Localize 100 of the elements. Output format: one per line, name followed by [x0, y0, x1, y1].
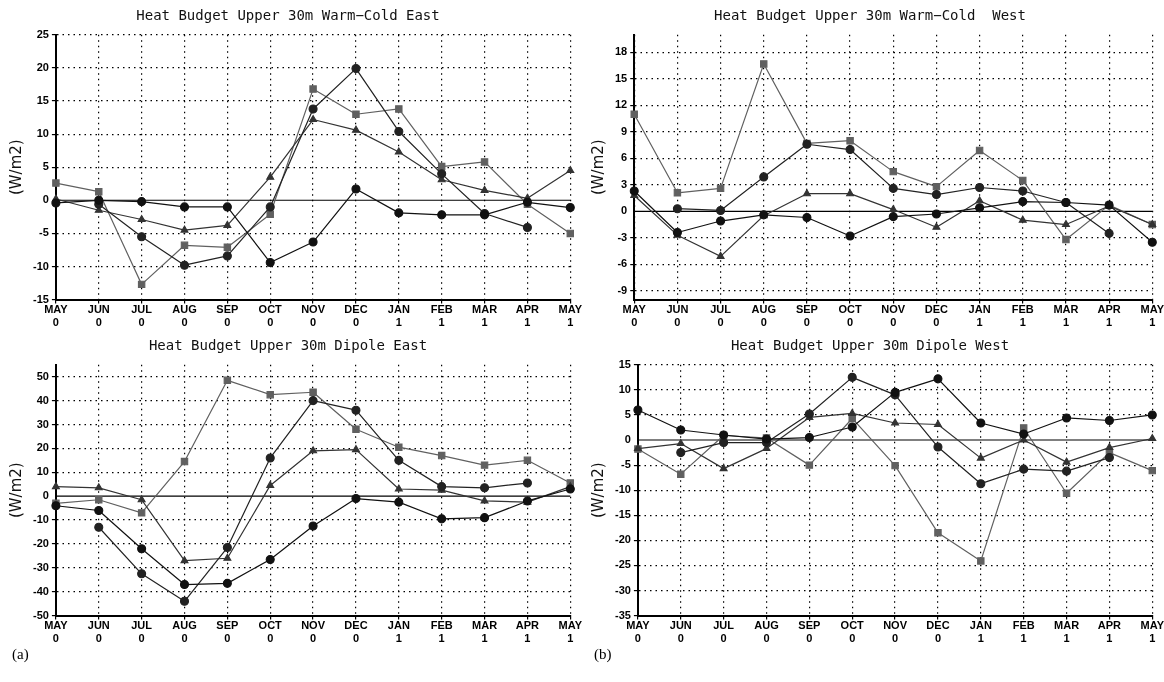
y-tick-label: 9 [621, 124, 628, 137]
x-tick-label: FEB 1 [1012, 619, 1035, 645]
x-tick-label: MAY 0 [44, 619, 69, 645]
y-axis-title: (W/m2) [588, 139, 607, 196]
x-tick-label: MAY 1 [1140, 619, 1164, 645]
x-tick-label: APR 1 [1097, 303, 1121, 329]
y-tick-label: -35 [614, 608, 631, 621]
x-tick-label: SEP 0 [216, 303, 239, 329]
x-tick-label: MAR 1 [472, 303, 498, 329]
y-tick-label: 0 [42, 193, 49, 206]
x-tick-label: APR 1 [1097, 619, 1122, 645]
x-tick-label: MAR 1 [472, 619, 498, 645]
y-tick-label: 15 [618, 357, 631, 370]
y-tick-label: -25 [614, 558, 631, 571]
x-tick-label: JUL 0 [713, 619, 735, 645]
y-tick-label: 10 [618, 382, 631, 395]
x-tick-label: NOV 0 [301, 619, 326, 645]
y-tick-label: 20 [36, 60, 49, 73]
y-tick-label: -50 [32, 608, 49, 621]
y-tick-label: 5 [624, 407, 631, 420]
y-tick-label: 50 [36, 369, 49, 382]
y-axis-title: (W/m2) [588, 462, 607, 519]
x-tick-label: AUG 0 [172, 619, 197, 645]
y-tick-label: 10 [36, 127, 49, 140]
y-tick-label: 30 [36, 417, 49, 430]
y-tick-label: 18 [614, 45, 628, 58]
y-tick-label: 15 [614, 71, 628, 84]
y-tick-label: 0 [624, 433, 631, 446]
y-tick-label: -6 [617, 257, 628, 270]
y-tick-label: 15 [36, 94, 49, 107]
x-tick-label: JUN 0 [87, 303, 110, 329]
y-tick-label: -30 [614, 583, 631, 596]
x-tick-label: DEC 0 [924, 303, 949, 329]
x-tick-label: DEC 0 [344, 619, 368, 645]
x-tick-label: OCT 0 [838, 303, 862, 329]
chart-title: Heat Budget Upper 30m Warm−Cold West [714, 7, 1026, 24]
x-tick-label: DEC 0 [344, 303, 368, 329]
x-tick-label: JAN 1 [968, 303, 991, 329]
x-tick-label: MAY 0 [622, 303, 647, 329]
y-axis-title: (W/m2) [6, 462, 25, 519]
x-tick-label: MAY 0 [44, 303, 69, 329]
x-tick-label: AUG 0 [172, 303, 197, 329]
x-tick-label: MAY 1 [558, 303, 583, 329]
x-tick-label: MAR 1 [1053, 303, 1079, 329]
y-tick-label: 3 [621, 177, 628, 190]
x-tick-label: OCT 0 [258, 303, 283, 329]
y-tick-label: -30 [32, 560, 49, 573]
x-tick-label: MAY 1 [1140, 303, 1164, 329]
x-tick-label: MAR 1 [1054, 619, 1080, 645]
chart-title: Heat Budget Upper 30m Warm−Cold East [136, 7, 440, 24]
chart-title: Heat Budget Upper 30m Dipole East [148, 337, 428, 354]
x-tick-label: JAN 1 [387, 303, 410, 329]
y-tick-label: 5 [42, 160, 49, 173]
y-tick-label: -10 [32, 513, 49, 526]
y-tick-label: -3 [617, 230, 628, 243]
y-tick-label: -20 [614, 533, 631, 546]
text: (b) [594, 646, 613, 664]
x-tick-label: FEB 1 [430, 619, 453, 645]
x-tick-label: FEB 1 [1011, 303, 1034, 329]
x-tick-label: SEP 0 [795, 303, 818, 329]
x-tick-label: AUG 0 [754, 619, 779, 645]
x-tick-label: APR 1 [515, 303, 540, 329]
y-tick-label: 10 [36, 465, 49, 478]
y-axis-title: (W/m2) [6, 139, 25, 196]
x-tick-label: OCT 0 [258, 619, 283, 645]
x-tick-label: JAN 1 [969, 619, 992, 645]
y-tick-label: -10 [32, 259, 49, 272]
x-tick-label: MAY 1 [558, 619, 583, 645]
x-tick-label: OCT 0 [840, 619, 865, 645]
x-tick-label: JUL 0 [710, 303, 732, 329]
x-tick-label: NOV 0 [881, 303, 906, 329]
y-tick-label: -15 [614, 508, 631, 521]
y-tick-label: -5 [621, 458, 631, 471]
x-tick-label: NOV 0 [883, 619, 908, 645]
y-tick-label: -20 [32, 536, 49, 549]
x-tick-label: NOV 0 [301, 303, 326, 329]
x-tick-label: JUN 0 [666, 303, 689, 329]
y-tick-label: 20 [36, 441, 49, 454]
y-tick-label: 12 [614, 98, 628, 111]
x-tick-label: SEP 0 [216, 619, 239, 645]
x-tick-label: AUG 0 [751, 303, 776, 329]
chart-title: Heat Budget Upper 30m Dipole West [730, 337, 1010, 354]
y-tick-label: -10 [614, 483, 631, 496]
y-tick-label: 6 [621, 151, 628, 164]
x-tick-label: DEC 0 [926, 619, 950, 645]
y-tick-label: -9 [617, 283, 628, 296]
y-tick-label: 0 [621, 204, 628, 217]
x-tick-label: JUL 0 [131, 619, 153, 645]
y-tick-label: 40 [36, 393, 49, 406]
text: (a) [12, 646, 30, 664]
x-tick-label: SEP 0 [798, 619, 821, 645]
x-tick-label: FEB 1 [430, 303, 453, 329]
y-tick-label: -15 [32, 292, 49, 305]
x-tick-label: JUL 0 [131, 303, 153, 329]
x-tick-label: JUN 0 [87, 619, 110, 645]
x-tick-label: JUN 0 [669, 619, 692, 645]
x-tick-label: APR 1 [515, 619, 540, 645]
x-tick-label: JAN 1 [387, 619, 410, 645]
y-tick-label: -40 [32, 584, 49, 597]
y-tick-label: 25 [36, 27, 49, 40]
